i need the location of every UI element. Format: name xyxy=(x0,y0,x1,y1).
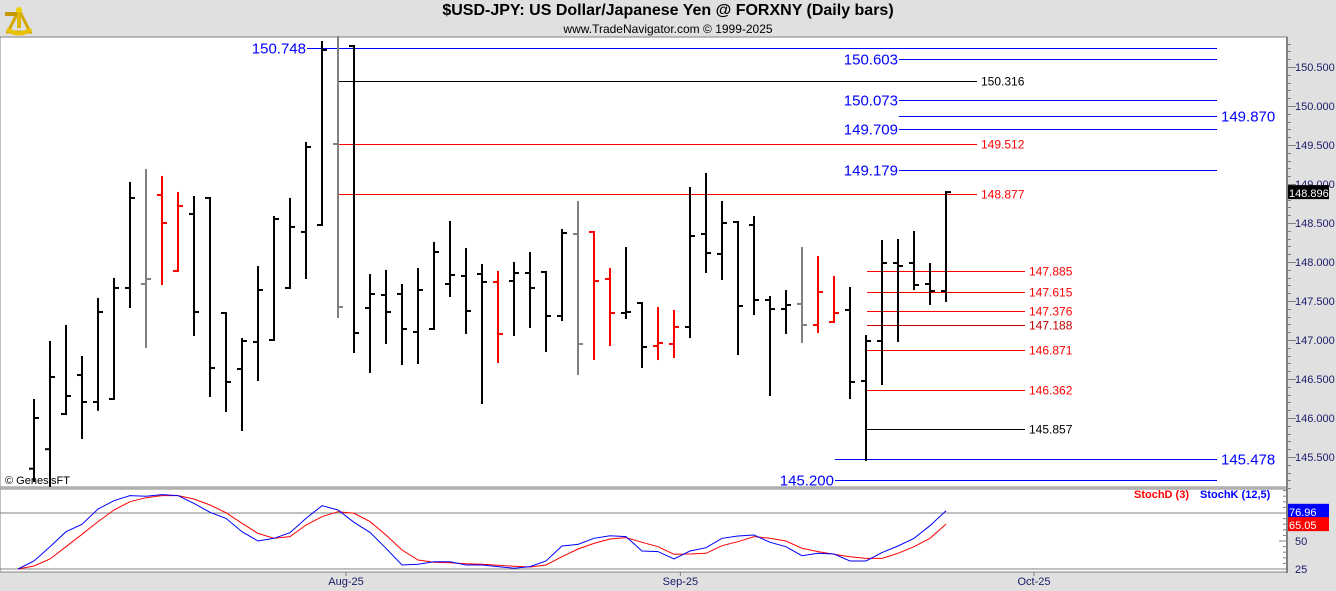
stoch-value-d: 65.05 xyxy=(1289,520,1317,532)
stoch-axis-label: 25 xyxy=(1295,564,1307,576)
level-label: 145.478 xyxy=(1221,452,1275,469)
level-label: 149.709 xyxy=(844,122,898,139)
stoch-value-k: 76.96 xyxy=(1289,507,1317,519)
level-label: 146.871 xyxy=(1029,344,1073,358)
legend-stoch-k: StochK (12,5) xyxy=(1200,489,1271,501)
level-label: 145.857 xyxy=(1029,423,1073,437)
level-label: 146.362 xyxy=(1029,384,1073,398)
price-axis-label: 148.000 xyxy=(1295,257,1335,269)
level-label: 147.188 xyxy=(1029,319,1073,333)
level-label: 149.870 xyxy=(1221,109,1275,126)
price-axis-label: 148.500 xyxy=(1295,218,1335,230)
level-label: 147.615 xyxy=(1029,286,1073,300)
stoch-value-tag xyxy=(1288,503,1329,518)
last-price-tag xyxy=(1288,185,1329,200)
last-price-value: 148.896 xyxy=(1289,188,1329,200)
price-axis-label: 145.500 xyxy=(1295,452,1335,464)
price-pane[interactable] xyxy=(0,36,1288,488)
legend-stoch-d: StochD (3) xyxy=(1134,489,1189,501)
level-label: 149.512 xyxy=(981,138,1025,152)
chart-subtitle: www.TradeNavigator.com © 1999-2025 xyxy=(563,22,773,36)
price-axis-label: 147.000 xyxy=(1295,335,1335,347)
level-label: 150.603 xyxy=(844,52,898,69)
level-label: 150.316 xyxy=(981,75,1025,89)
level-label: 148.877 xyxy=(981,188,1025,202)
level-label: 150.073 xyxy=(844,93,898,110)
level-label: 150.748 xyxy=(252,41,306,58)
sextant-logo xyxy=(2,2,36,36)
price-axis-label: 146.000 xyxy=(1295,413,1335,425)
stoch-axis-label: 50 xyxy=(1295,536,1307,548)
price-axis-label: 149.500 xyxy=(1295,140,1335,152)
level-label: 147.885 xyxy=(1029,265,1073,279)
stochastic-pane[interactable] xyxy=(0,488,1288,573)
watermark: © GenesisFT xyxy=(5,475,70,487)
price-axis-label: 150.500 xyxy=(1295,62,1335,74)
x-axis-label: Sep-25 xyxy=(663,576,698,588)
level-label: 147.376 xyxy=(1029,305,1073,319)
level-label: 149.179 xyxy=(844,163,898,180)
price-axis-label: 150.000 xyxy=(1295,101,1335,113)
price-axis-label: 146.500 xyxy=(1295,374,1335,386)
stoch-value-tag xyxy=(1288,517,1329,532)
x-axis-label: Aug-25 xyxy=(328,576,363,588)
stoch-line-k xyxy=(17,494,947,570)
price-axis-label: 147.500 xyxy=(1295,296,1335,308)
chart-title: $USD-JPY: US Dollar/Japanese Yen @ FORXN… xyxy=(442,2,894,19)
level-label: 145.200 xyxy=(780,473,834,490)
x-axis-label: Oct-25 xyxy=(1017,576,1050,588)
